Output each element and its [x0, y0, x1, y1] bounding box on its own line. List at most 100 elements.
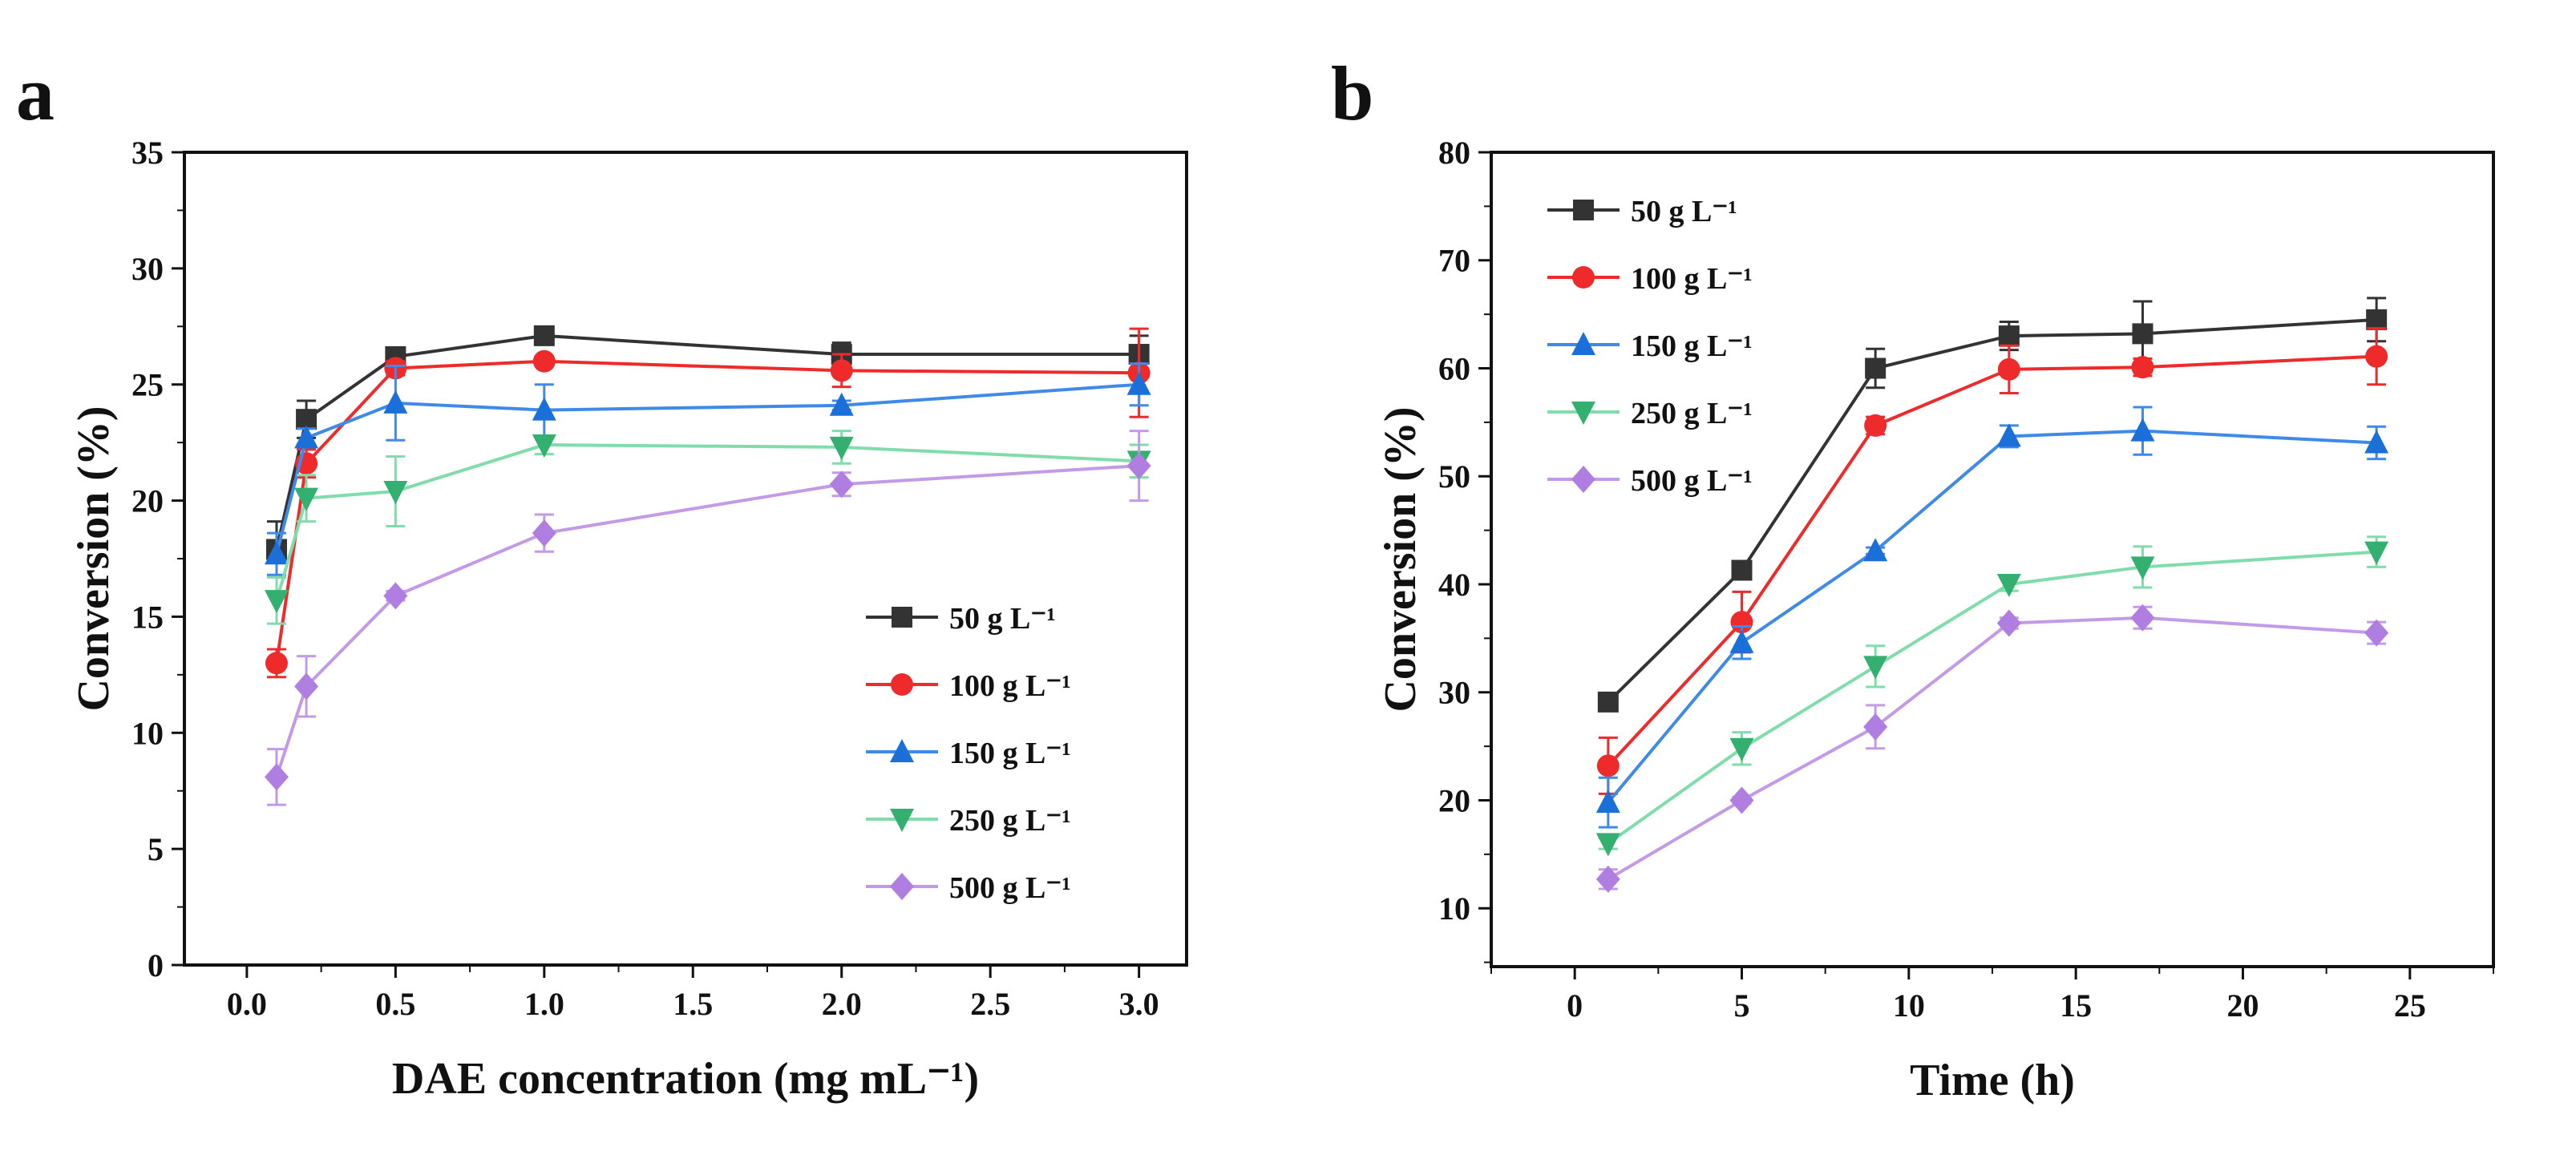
x-tick-label: 10 [1893, 987, 1925, 1024]
x-tick-label: 0.5 [375, 986, 415, 1022]
data-point [1729, 786, 1754, 814]
legend-label: 100 g L⁻¹ [1631, 262, 1753, 296]
legend-item: 250 g L⁻¹ [866, 804, 1071, 838]
data-point [1126, 371, 1151, 395]
legend-marker [1571, 466, 1595, 493]
data-point [1126, 452, 1151, 480]
data-point [830, 359, 853, 382]
data-point [1997, 357, 2020, 381]
y-tick-label: 5 [148, 831, 164, 867]
legend-label: 50 g L⁻¹ [1631, 195, 1737, 228]
x-tick-label: 1.0 [524, 986, 564, 1022]
series-100 [1596, 327, 2388, 795]
legend-item: 150 g L⁻¹ [866, 737, 1071, 770]
legend-item: 500 g L⁻¹ [1547, 464, 1753, 498]
y-tick-label: 30 [131, 251, 164, 287]
y-tick-label: 10 [1438, 890, 1470, 927]
legend-marker [1573, 200, 1594, 220]
data-point [2131, 356, 2154, 379]
data-point [1865, 357, 1887, 379]
data-point [1996, 609, 2021, 637]
y-tick-label: 15 [131, 599, 164, 635]
legend-marker [1571, 332, 1595, 355]
x-tick-label: 2.0 [822, 986, 862, 1022]
data-point [265, 652, 288, 675]
data-point [264, 590, 289, 614]
x-tick-label: 5 [1734, 987, 1750, 1024]
y-tick-label: 70 [1438, 243, 1470, 279]
data-point [829, 392, 854, 416]
data-point [2365, 345, 2388, 368]
data-point [294, 425, 319, 449]
series-150 [264, 362, 1151, 576]
legend-item: 50 g L⁻¹ [1547, 195, 1737, 228]
series-line [1607, 429, 2377, 804]
x-axis-title: Time (h) [1910, 1056, 2075, 1105]
legend-item: 100 g L⁻¹ [866, 669, 1071, 703]
x-tick-label: 15 [2060, 987, 2092, 1024]
legend-item: 50 g L⁻¹ [866, 602, 1056, 636]
data-point [2130, 556, 2155, 580]
series-line [1607, 550, 2377, 846]
y-tick-label: 10 [131, 715, 164, 751]
data-point [383, 390, 408, 414]
data-point [1729, 629, 1754, 653]
legend-item: 100 g L⁻¹ [1547, 262, 1753, 296]
series-250 [264, 430, 1151, 625]
series-line [275, 464, 1139, 777]
data-point [1731, 559, 1753, 581]
y-tick-label: 20 [131, 483, 164, 519]
panel-b: b 0 5 10 15 20 25 10 20 30 40 50 60 70 80 Time (h) Conve… [1331, 50, 2495, 1105]
legend-item: 250 g L⁻¹ [1547, 397, 1753, 430]
data-point [1595, 833, 1620, 857]
data-point [1730, 611, 1753, 634]
y-tick-label: 35 [131, 135, 164, 171]
x-tick-label: 0 [1567, 987, 1583, 1024]
data-point [2130, 604, 2155, 632]
legend-marker [890, 739, 914, 762]
legend-label: 150 g L⁻¹ [1631, 329, 1753, 363]
data-point [532, 434, 556, 458]
series-line [275, 443, 1139, 601]
y-tick-label: 80 [1438, 135, 1470, 171]
data-point [1998, 325, 2020, 347]
legend-marker [891, 673, 913, 696]
legend-marker [890, 809, 914, 832]
series-500 [264, 430, 1151, 806]
data-point [829, 436, 854, 460]
data-point [2364, 430, 2389, 454]
series-line [275, 382, 1139, 555]
y-axis-title: Conversion (%) [1376, 406, 1425, 712]
x-tick-label: 1.5 [673, 986, 713, 1022]
data-point [264, 541, 289, 565]
y-tick-label: 60 [1438, 350, 1470, 386]
data-point [264, 763, 289, 791]
data-point [2132, 323, 2153, 345]
data-point [2364, 541, 2389, 565]
x-tick-label: 3.0 [1119, 986, 1159, 1022]
series-line [1607, 616, 2377, 881]
legend-marker [892, 607, 912, 628]
data-point [2364, 619, 2389, 647]
panel-a: a 0.0 0.5 1.0 1.5 2.0 2.5 3.0 0 5 10 15 20 25 30 35 DAE … [16, 50, 1188, 1104]
data-point [532, 349, 556, 373]
legend-marker [1571, 402, 1595, 425]
y-tick-label: 50 [1438, 458, 1470, 495]
y-tick-label: 20 [1438, 782, 1470, 818]
panel-label: b [1331, 50, 1373, 136]
series-250 [1595, 535, 2389, 857]
data-point [1996, 423, 2021, 447]
y-tick-label: 25 [131, 367, 164, 403]
data-point [1596, 754, 1620, 777]
series-line [1607, 317, 2377, 704]
plot-frame [183, 151, 1188, 967]
legend-label: 50 g L⁻¹ [949, 602, 1056, 636]
series-500 [1595, 604, 2389, 893]
legend-label: 250 g L⁻¹ [1631, 397, 1753, 430]
data-point [829, 470, 854, 499]
data-point [294, 487, 319, 511]
series-50 [1597, 297, 2388, 713]
panel-label: a [16, 50, 55, 136]
data-point [1863, 656, 1888, 680]
